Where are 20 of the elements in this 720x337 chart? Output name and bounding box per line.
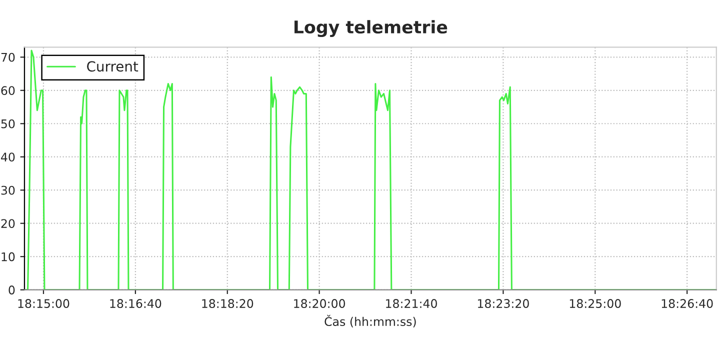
- x-tick-label: 18:15:00: [18, 299, 70, 308]
- y-tick-label: 0: [8, 286, 15, 294]
- y-tick-label: 50: [1, 119, 15, 128]
- legend-label: Current: [87, 61, 138, 72]
- chart-title: Logy telemetrie: [294, 20, 448, 38]
- x-tick-label: 18:26:40: [662, 299, 713, 308]
- x-tick-label: 18:23:20: [478, 299, 529, 308]
- x-axis-title: Čas (hh:mm:ss): [324, 314, 416, 328]
- x-tick-label: 18:21:40: [386, 299, 437, 308]
- line-series: [24, 50, 716, 290]
- y-tick-label: 10: [2, 252, 15, 262]
- y-tick-label: 40: [1, 152, 15, 162]
- x-tick-label: 18:18:20: [202, 299, 254, 308]
- x-tick-label: 18:16:40: [110, 299, 162, 308]
- y-tick-label: 20: [1, 219, 15, 228]
- y-tick-label: 70: [1, 52, 15, 62]
- x-tick-label: 18:25:00: [570, 299, 621, 308]
- y-tick-label: 60: [1, 86, 15, 96]
- x-tick-label: 18:20:00: [294, 299, 346, 308]
- y-tick-label: 30: [1, 186, 15, 195]
